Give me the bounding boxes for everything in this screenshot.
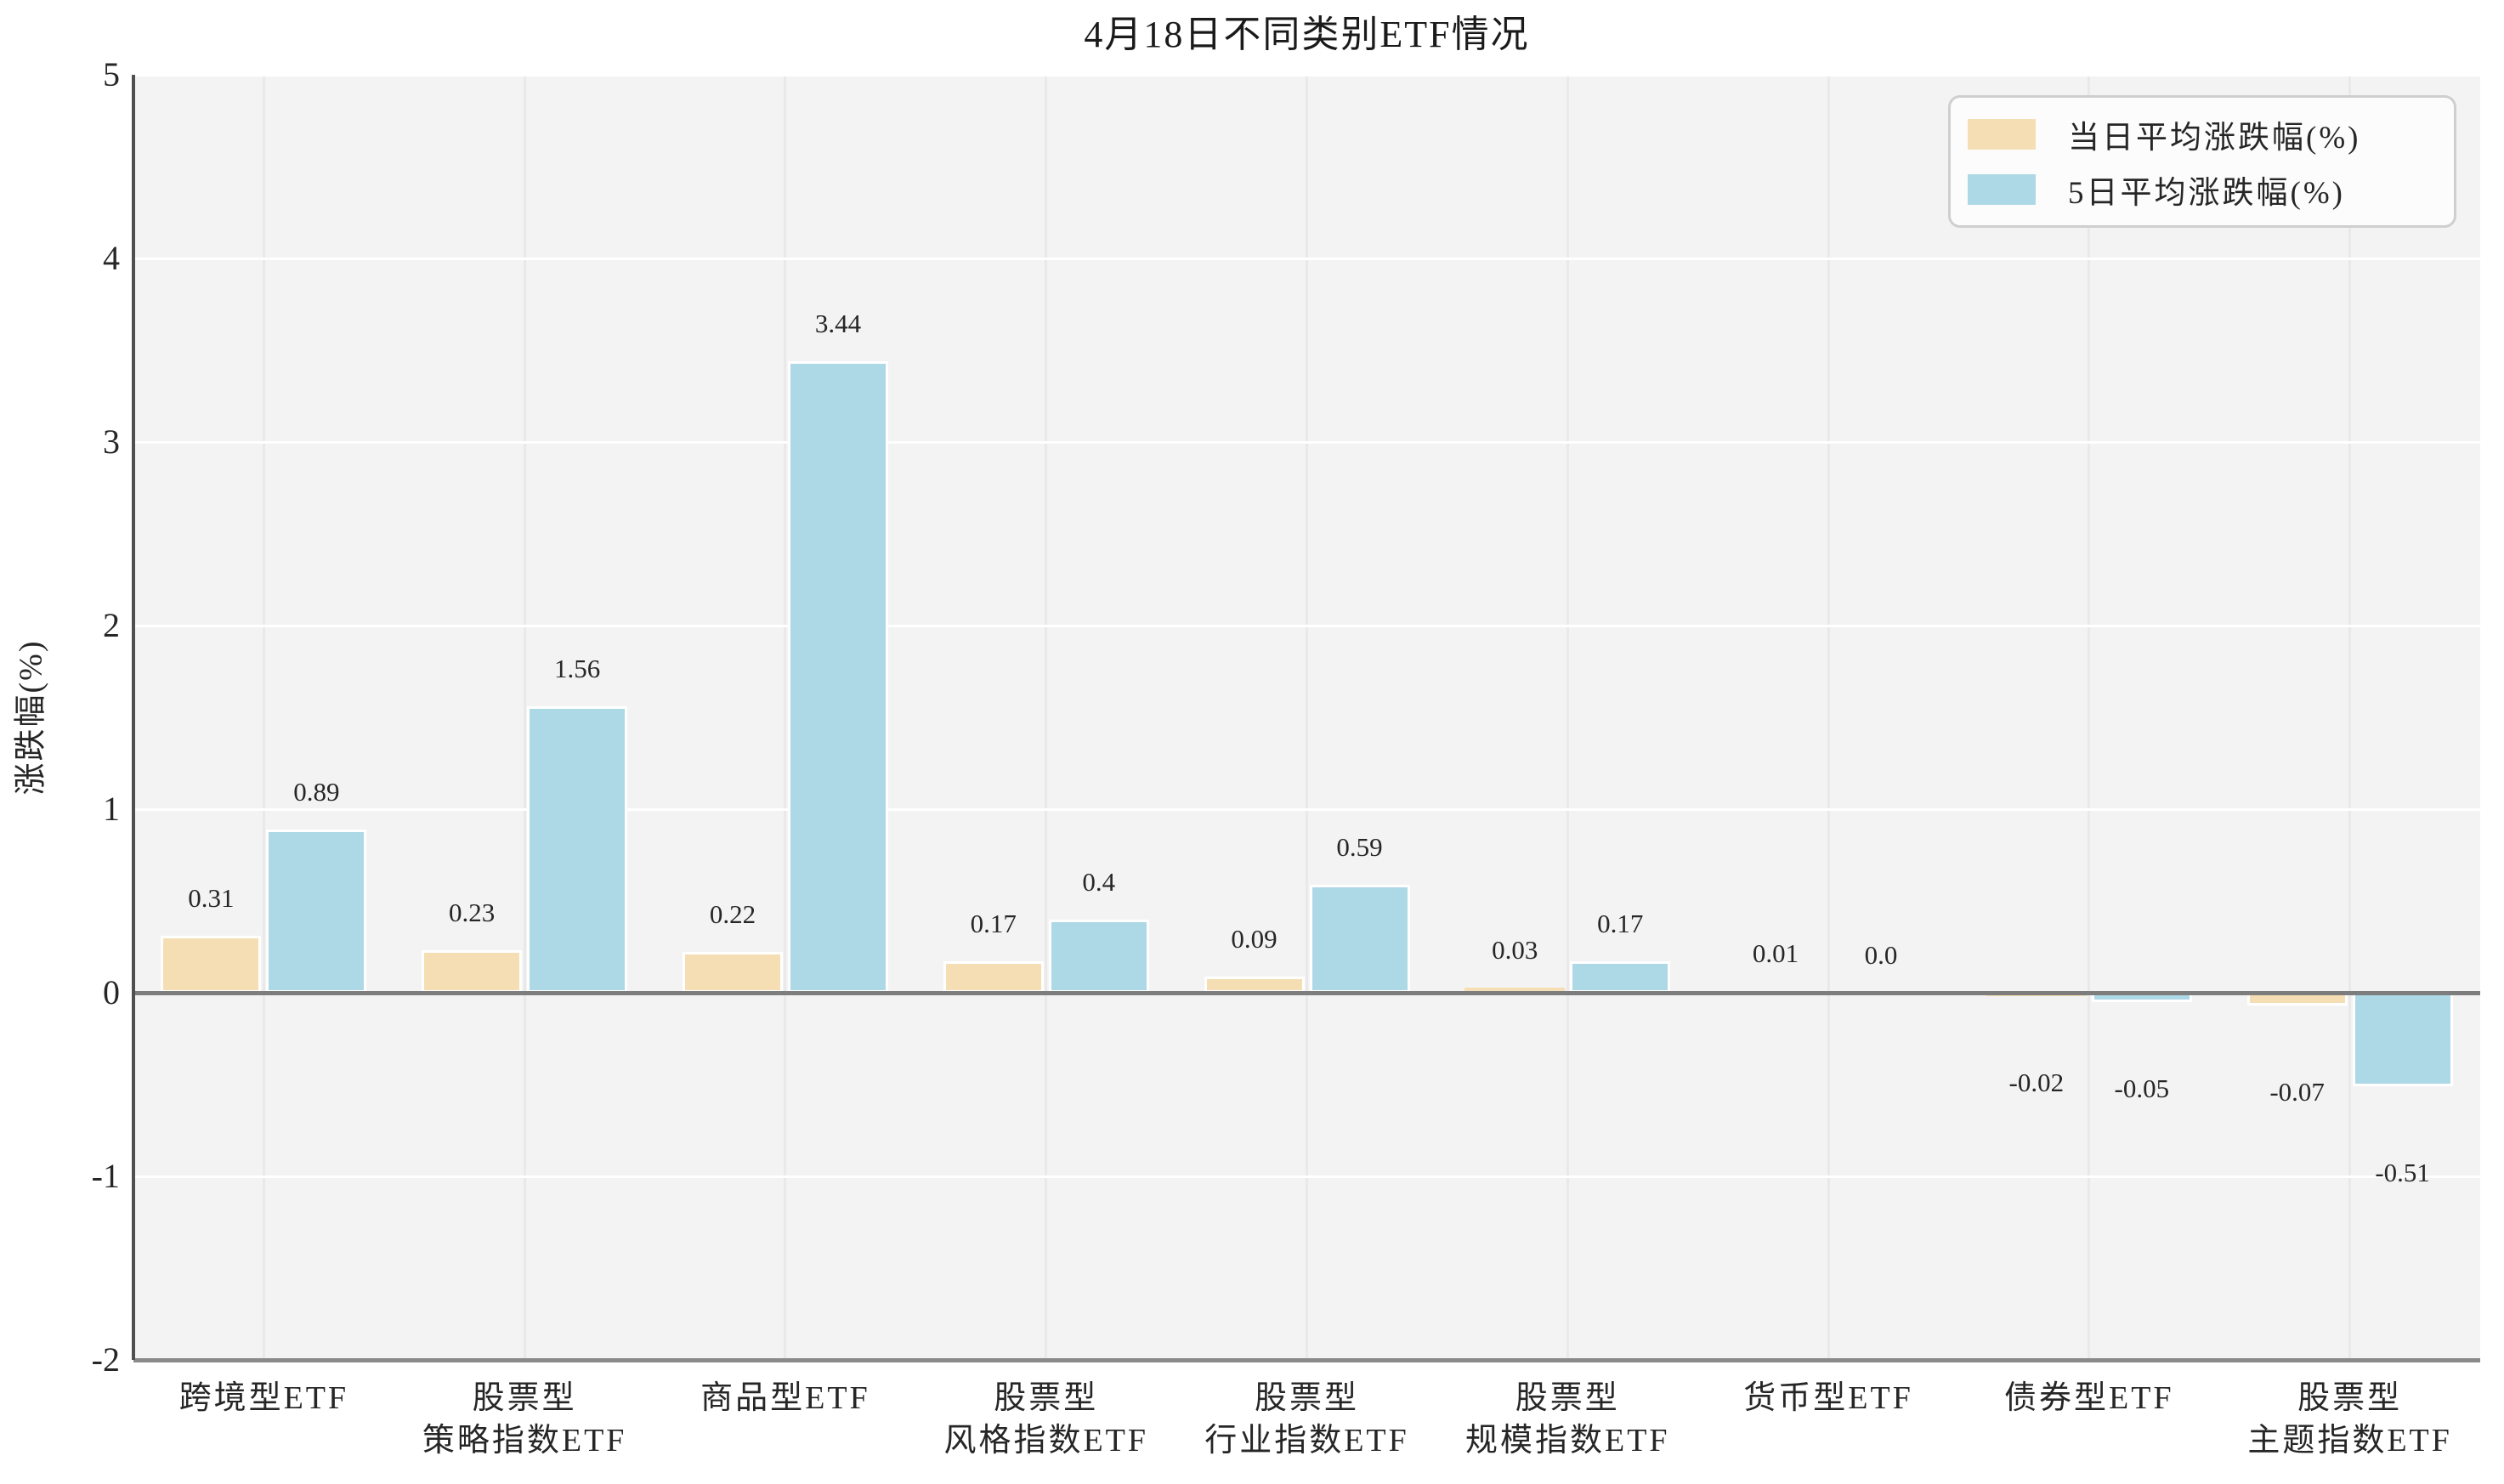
bar [787,360,888,993]
bar-value-label: -0.07 [2269,1077,2325,1107]
bar-value-label: 0.17 [1597,909,1644,939]
bar [1464,987,1566,993]
bar [943,961,1044,993]
legend-item: 5日平均涨跌幅(%) [1964,167,2440,212]
x-tick-label-line: 主题指数ETF [2247,1423,2452,1459]
bar-value-label: 0.0 [1864,940,1898,970]
y-tick-label: 3 [103,422,120,461]
gridline-horizontal [133,807,2480,811]
y-tick-label: 2 [103,606,120,644]
x-tick-label-line: 股票型 [472,1380,577,1416]
gridline-vertical [2348,75,2352,1360]
x-tick-label: 债券型ETF [1911,1377,2268,1419]
x-tick-label: 股票型主题指数ETF [2172,1377,2504,1462]
y-tick-label: -2 [91,1340,120,1379]
x-tick-label-line: 商品型ETF [700,1380,870,1416]
bar-value-label: -0.02 [2008,1068,2065,1098]
bar [682,952,783,993]
legend-label: 当日平均涨跌幅(%) [2068,120,2361,156]
x-tick-label: 货币型ETF [1650,1377,2007,1419]
y-tick-label: 4 [103,239,120,277]
bar [422,950,523,993]
x-tick-label: 商品型ETF [607,1377,964,1419]
bar-value-label: 0.4 [1082,866,1116,897]
x-tick-label: 跨境型ETF [85,1377,442,1419]
gridline-horizontal [133,257,2480,260]
y-tick-label: -1 [91,1157,120,1195]
bar-value-label: 0.59 [1336,831,1383,862]
gridline-vertical [1306,75,1308,1360]
bar [161,936,262,993]
x-tick-label-line: 股票型 [994,1380,1099,1416]
bar-value-label: 0.17 [970,909,1017,939]
gridline-vertical [262,75,265,1360]
gridline-vertical [1566,75,1569,1360]
x-tick-label-line: 股票型 [1254,1380,1359,1416]
x-tick-label-line: 股票型 [2297,1380,2403,1416]
bar-value-label: 0.89 [293,776,340,807]
x-tick-label-line: 股票型 [1515,1380,1620,1416]
gridline-horizontal [133,1175,2480,1178]
bar-value-label: -0.51 [2375,1158,2430,1188]
x-tick-label-line: 风格指数ETF [943,1423,1148,1459]
legend-item: 当日平均涨跌幅(%) [1964,111,2440,157]
bar-value-label: 0.22 [709,899,756,930]
y-axis-spine [132,75,135,1360]
legend: 当日平均涨跌幅(%) 5日平均涨跌幅(%) [1948,95,2456,228]
gridline-horizontal [133,73,2480,76]
x-tick-label: 股票型规模指数ETF [1389,1377,1746,1462]
bar-value-label: 0.23 [449,898,496,928]
x-tick-label: 股票型行业指数ETF [1129,1377,1486,1462]
x-tick-label-line: 跨境型ETF [178,1380,349,1416]
zero-axis-line [133,990,2480,995]
x-axis-spine [133,1358,2480,1362]
y-tick-label: 5 [103,55,120,93]
bar-value-label: 0.09 [1231,923,1277,954]
gridline-horizontal [133,440,2480,444]
y-tick-label: 1 [103,790,120,828]
bar-value-label: 0.01 [1752,937,1799,968]
chart-title: 4月18日不同类别ETF情况 [1084,14,1530,55]
gridline-vertical [1827,75,1830,1360]
bar [266,829,367,993]
bar-value-label: 1.56 [554,654,601,684]
gridline-vertical [523,75,526,1360]
legend-swatch [1968,173,2036,205]
gridline-vertical [784,75,787,1360]
gridline-horizontal [133,624,2480,627]
gridline-vertical [2088,75,2091,1360]
gridline-vertical [1045,75,1048,1360]
bar-value-label: 0.03 [1492,934,1538,965]
x-tick-label-line: 行业指数ETF [1204,1423,1409,1459]
bar-value-label: 0.31 [188,883,235,914]
x-tick-label-line: 货币型ETF [1743,1380,1913,1416]
x-tick-label: 股票型风格指数ETF [868,1377,1225,1462]
x-tick-label-line: 策略指数ETF [422,1423,627,1459]
bar-value-label: 3.44 [814,308,862,338]
bar [527,706,628,993]
legend-label: 5日平均涨跌幅(%) [2068,175,2345,211]
x-tick-label-line: 规模指数ETF [1464,1423,1670,1459]
x-tick-label-line: 债券型ETF [2004,1380,2174,1416]
x-tick-label: 股票型策略指数ETF [346,1377,703,1462]
y-tick-label: 0 [103,973,120,1011]
legend-swatch [1968,118,2036,150]
bar-value-label: -0.05 [2114,1073,2170,1103]
